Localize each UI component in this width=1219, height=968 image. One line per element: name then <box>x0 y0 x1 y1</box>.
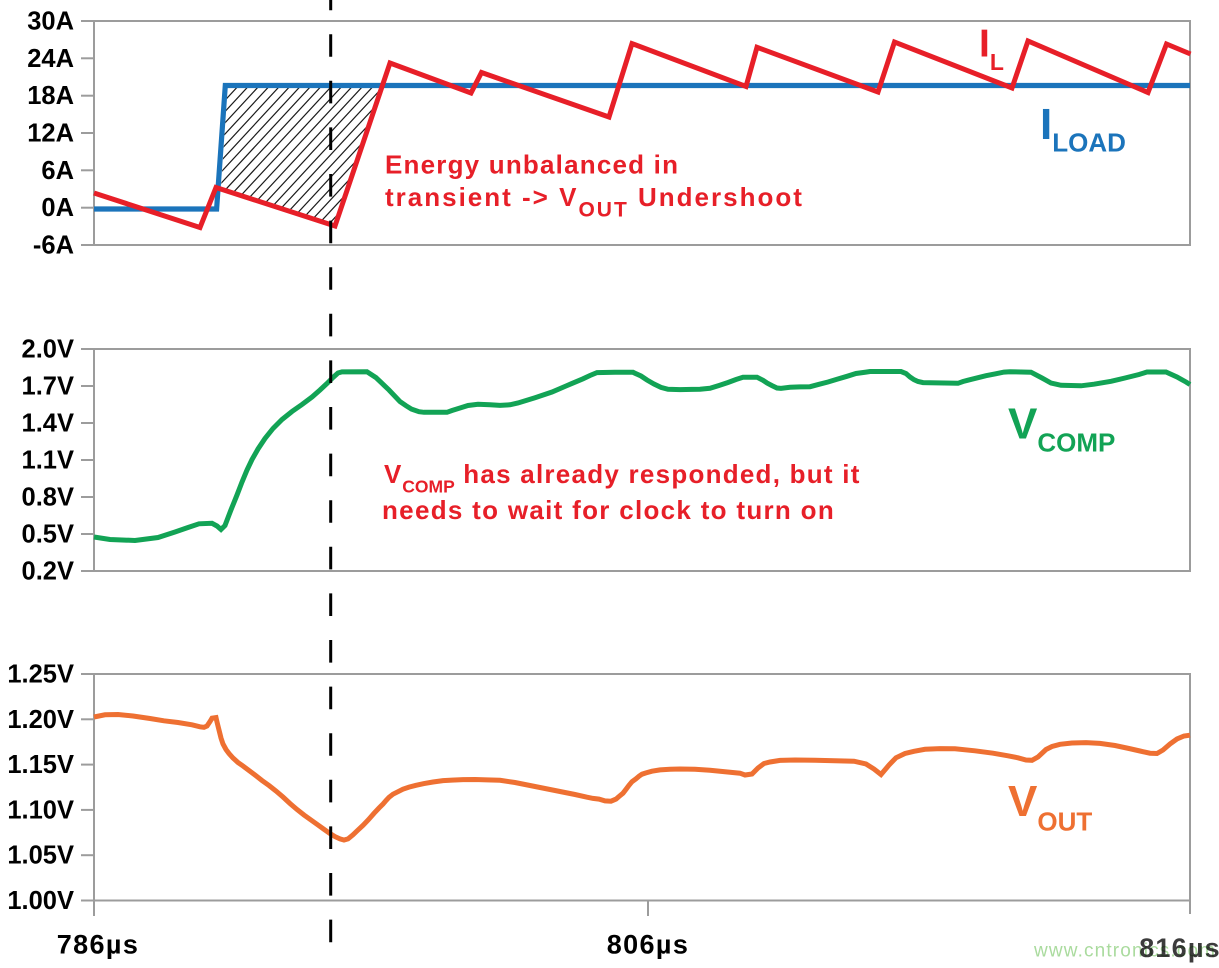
svg-text:1.1V: 1.1V <box>22 447 74 475</box>
svg-text:0.5V: 0.5V <box>22 521 74 549</box>
svg-text:816µs: 816µs <box>1139 933 1219 963</box>
svg-text:1.00V: 1.00V <box>7 887 74 915</box>
svg-text:18A: 18A <box>27 82 74 110</box>
svg-text:1.20V: 1.20V <box>7 706 74 734</box>
svg-text:0.2V: 0.2V <box>22 558 74 586</box>
svg-text:12A: 12A <box>27 120 74 148</box>
svg-text:2.0V: 2.0V <box>22 336 74 364</box>
svg-text:0.8V: 0.8V <box>22 484 74 512</box>
svg-text:786µs: 786µs <box>57 930 140 960</box>
svg-text:1.10V: 1.10V <box>7 796 74 824</box>
svg-text:needs to wait for clock to tur: needs to wait for clock to turn on <box>382 495 835 525</box>
svg-text:30A: 30A <box>27 8 74 36</box>
svg-text:1.4V: 1.4V <box>22 410 74 438</box>
svg-text:1.7V: 1.7V <box>22 373 74 401</box>
svg-text:0A: 0A <box>41 194 74 222</box>
svg-text:1.25V: 1.25V <box>7 661 74 689</box>
svg-text:806µs: 806µs <box>607 930 690 960</box>
svg-text:-6A: -6A <box>33 232 74 260</box>
svg-text:24A: 24A <box>27 45 74 73</box>
svg-text:www.cntronics.com: www.cntronics.com <box>1033 941 1215 962</box>
svg-text:1.15V: 1.15V <box>7 751 74 779</box>
svg-text:1.05V: 1.05V <box>7 842 74 870</box>
svg-text:Energy unbalanced in: Energy unbalanced in <box>385 149 679 179</box>
svg-text:6A: 6A <box>41 157 74 185</box>
